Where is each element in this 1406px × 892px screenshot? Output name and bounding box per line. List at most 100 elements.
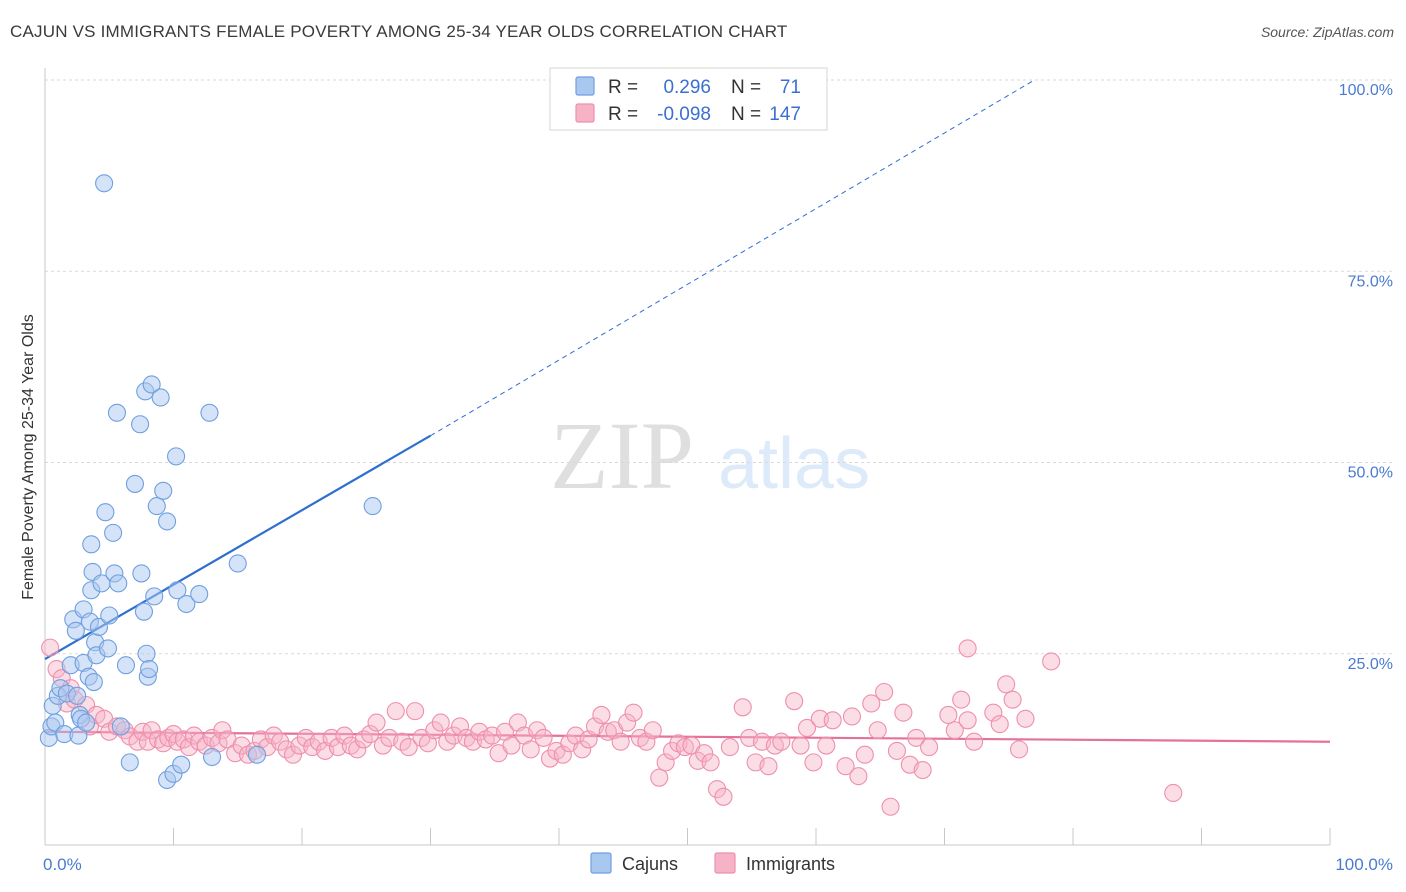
cajun-point [100, 606, 119, 625]
bottom-legend-swatch-cajuns [590, 852, 612, 874]
immigrant-point [720, 738, 739, 757]
immigrant-point [1042, 652, 1061, 671]
immigrant-point [817, 736, 836, 755]
cajun-point [77, 713, 96, 732]
immigrant-point [611, 732, 630, 751]
immigrant-point [386, 702, 405, 721]
legend-r-value-2: -0.098 [657, 104, 711, 125]
cajun-point [95, 174, 114, 193]
immigrant-point [553, 745, 572, 764]
cajun-point [84, 673, 103, 692]
bottom-legend-immigrants: Immigrants [746, 854, 835, 874]
immigrant-point [431, 713, 450, 732]
chart-title: CAJUN VS IMMIGRANTS FEMALE POVERTY AMONG… [10, 22, 788, 41]
cajun-point [190, 585, 209, 604]
immigrant-point [701, 753, 720, 772]
cajun-point [116, 656, 136, 675]
immigrant-point [823, 711, 842, 730]
immigrant-point [502, 736, 521, 755]
immigrant-point [881, 797, 900, 816]
cajun-point [109, 574, 128, 593]
immigrant-point [528, 721, 547, 740]
immigrant-point [451, 717, 470, 736]
legend-n-value-2: 147 [769, 104, 801, 125]
immigrant-point [534, 728, 553, 747]
cajun-point [168, 581, 187, 600]
immigrant-point [836, 757, 855, 776]
cajun-point [145, 587, 164, 606]
legend-r-label-1: R = [608, 77, 638, 98]
immigrant-point [1009, 740, 1029, 759]
immigrant-point [283, 745, 303, 764]
tick-labels: 25.0% 50.0% 75.0% 100.0% 0.0% 100.0% [43, 82, 1393, 874]
legend-box [549, 67, 828, 131]
bottom-legend: Cajuns Immigrants [590, 852, 835, 874]
cajun-point [158, 512, 177, 531]
immigrant-point [213, 721, 232, 740]
immigrant-point [887, 741, 907, 760]
immigrant-point [920, 738, 939, 757]
immigrant-point [643, 721, 662, 740]
grid-lines [45, 79, 1395, 655]
cajun-point [107, 403, 127, 422]
immigrant-point [133, 722, 152, 741]
cajun-point [125, 474, 144, 493]
immigrant-point [592, 705, 611, 725]
immigrant-point [695, 744, 714, 763]
legend-n-value-1: 71 [780, 77, 801, 98]
immigrant-point [1016, 709, 1035, 728]
immigrant-point [271, 732, 290, 751]
legend-swatch-immigrants [575, 103, 595, 123]
immigrant-point [521, 740, 540, 759]
cajun-point [111, 717, 130, 736]
cajun-point [96, 503, 115, 522]
cajun-point [132, 564, 151, 583]
immigrant-point [842, 707, 862, 726]
immigrant-point [958, 711, 977, 730]
immigrant-point [939, 705, 958, 725]
cajun-point [89, 617, 109, 637]
immigrant-point [997, 675, 1016, 694]
immigrant-point [733, 698, 752, 717]
immigrant-point [894, 703, 913, 722]
legend-n-label-2: N = [731, 104, 761, 125]
immigrant-point [714, 787, 733, 806]
immigrant-point [984, 703, 1003, 722]
immigrant-point [373, 736, 393, 755]
immigrant-point [772, 732, 791, 751]
y-tick-label-25: 25.0% [1348, 656, 1393, 673]
data-points [39, 174, 1183, 816]
cajun-point [131, 415, 150, 434]
immigrant-point [952, 690, 971, 709]
legend-r-value-1: 0.296 [663, 77, 711, 98]
immigrant-point [1164, 783, 1183, 803]
immigrant-point [624, 703, 643, 722]
cajun-point [104, 523, 123, 542]
immigrant-point [637, 732, 656, 751]
immigrant-point [759, 757, 778, 776]
immigrant-point [335, 726, 354, 745]
immigrant-point [128, 732, 147, 751]
immigrant-point [399, 738, 418, 757]
immigrant-point [154, 734, 173, 753]
source-label: Source: ZipAtlas.com [1260, 24, 1394, 40]
immigrant-point [945, 721, 964, 740]
cajun-point [154, 481, 173, 500]
cajun-point [68, 686, 87, 705]
bottom-legend-cajuns: Cajuns [622, 854, 678, 874]
immigrant-point [875, 682, 894, 702]
immigrant-point [598, 722, 617, 741]
immigrant-point [965, 732, 984, 751]
y-tick-label-50: 50.0% [1348, 465, 1393, 482]
immigrant-point [361, 725, 380, 744]
immigrant-point [656, 753, 675, 772]
cajun-point [120, 753, 139, 772]
cajun-point [147, 497, 166, 516]
immigrant-point [785, 692, 804, 711]
immigrant-point [573, 740, 592, 759]
legend-swatch-cajuns [575, 76, 595, 96]
cajun-point [151, 388, 170, 407]
immigrant-point [804, 753, 823, 772]
immigrant-point [862, 694, 881, 713]
